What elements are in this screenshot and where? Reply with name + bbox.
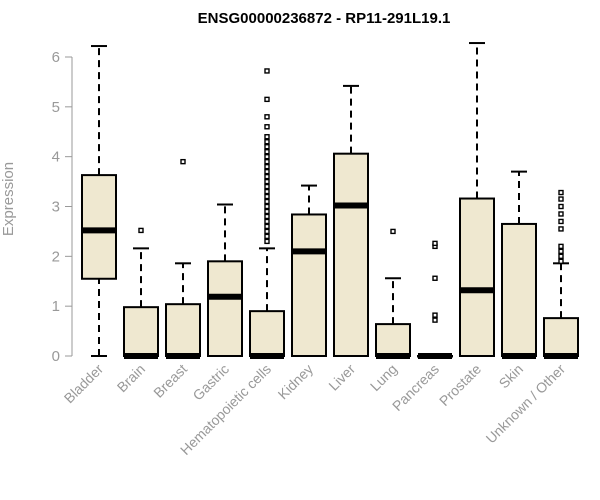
iqr-box <box>123 306 159 357</box>
y-tick-label: 2 <box>52 248 60 265</box>
outlier-point <box>558 226 564 232</box>
box-bladder <box>81 45 117 357</box>
y-tick-label: 0 <box>52 348 60 365</box>
outlier-point <box>264 148 270 155</box>
outlier-point <box>264 183 270 190</box>
outlier-point <box>264 228 270 235</box>
outlier-point <box>558 189 564 196</box>
box-breast <box>165 158 201 359</box>
outlier-point <box>558 211 564 217</box>
outlier-point <box>138 227 144 234</box>
box-brain <box>123 227 159 359</box>
outlier-point <box>264 163 270 170</box>
x-tick-label: Breast <box>150 361 190 401</box>
x-tick-label: Bladder <box>61 361 107 407</box>
outlier-point <box>264 114 270 120</box>
outlier-point <box>180 158 186 165</box>
iqr-box <box>375 323 411 357</box>
outlier-point <box>264 96 270 103</box>
outlier-point <box>390 228 396 235</box>
x-tick-label: Lung <box>367 361 400 394</box>
outlier-point <box>558 218 564 225</box>
boxes-group <box>81 42 579 359</box>
x-tick-label: Unknown / Other <box>483 361 569 447</box>
box-lung <box>375 228 411 359</box>
iqr-box <box>207 260 243 358</box>
outlier-point <box>264 193 270 200</box>
outlier-point <box>558 196 564 202</box>
x-tick-label: Skin <box>496 361 527 392</box>
outlier-point <box>264 238 270 245</box>
box-pancreas <box>417 240 453 359</box>
y-tick-label: 6 <box>52 49 60 66</box>
outlier-point <box>432 312 438 318</box>
box-liver <box>333 84 369 357</box>
box-kidney <box>291 184 327 357</box>
outlier-point <box>432 240 438 247</box>
outlier-point <box>264 213 270 220</box>
iqr-box <box>543 317 579 358</box>
outlier-point <box>264 178 270 185</box>
x-tick-label: Pancreas <box>389 361 442 414</box>
x-tick-label: Liver <box>325 361 358 394</box>
outlier-point <box>264 223 270 230</box>
x-tick-label: Prostate <box>436 361 484 409</box>
outlier-point <box>264 134 270 140</box>
outlier-point <box>264 153 270 160</box>
x-tick-label: Kidney <box>275 361 317 403</box>
box-hematopoietic-cells <box>249 68 285 359</box>
y-tick-label: 1 <box>52 298 60 315</box>
outlier-point <box>264 68 270 74</box>
outlier-point <box>264 143 270 150</box>
outlier-point <box>264 158 270 165</box>
iqr-box <box>249 310 285 357</box>
iqr-box <box>291 213 327 357</box>
y-tick-label: 3 <box>52 199 60 216</box>
box-gastric <box>207 203 243 358</box>
chart-title: ENSG00000236872 - RP11-291L19.1 <box>198 10 451 27</box>
iqr-box <box>165 303 201 358</box>
outlier-point <box>558 253 564 260</box>
outlier-point <box>558 248 564 255</box>
x-tick-label: Brain <box>114 361 148 395</box>
outlier-point <box>264 198 270 205</box>
outlier-point <box>264 168 270 175</box>
y-tick-label: 4 <box>52 149 60 166</box>
outlier-point <box>558 243 564 250</box>
box-prostate <box>459 42 495 357</box>
outlier-point <box>264 218 270 225</box>
outlier-point <box>264 233 270 240</box>
iqr-box <box>501 222 537 357</box>
box-skin <box>501 170 537 359</box>
outlier-point <box>432 317 438 323</box>
outlier-point <box>264 139 270 145</box>
y-axis: 0 1 2 3 4 5 6 <box>52 49 73 365</box>
y-tick-label: 5 <box>52 99 60 116</box>
outlier-point <box>432 275 438 281</box>
outlier-point <box>264 203 270 210</box>
iqr-box <box>459 197 495 357</box>
outlier-point <box>264 188 270 195</box>
iqr-box <box>333 152 369 357</box>
outlier-point <box>264 173 270 180</box>
outlier-point <box>558 258 564 265</box>
y-axis-label: Expression <box>0 162 17 236</box>
box-unknown-other <box>543 189 579 359</box>
outlier-point <box>264 124 270 130</box>
outlier-point <box>558 203 564 210</box>
outlier-point <box>264 208 270 215</box>
iqr-box <box>81 174 117 280</box>
